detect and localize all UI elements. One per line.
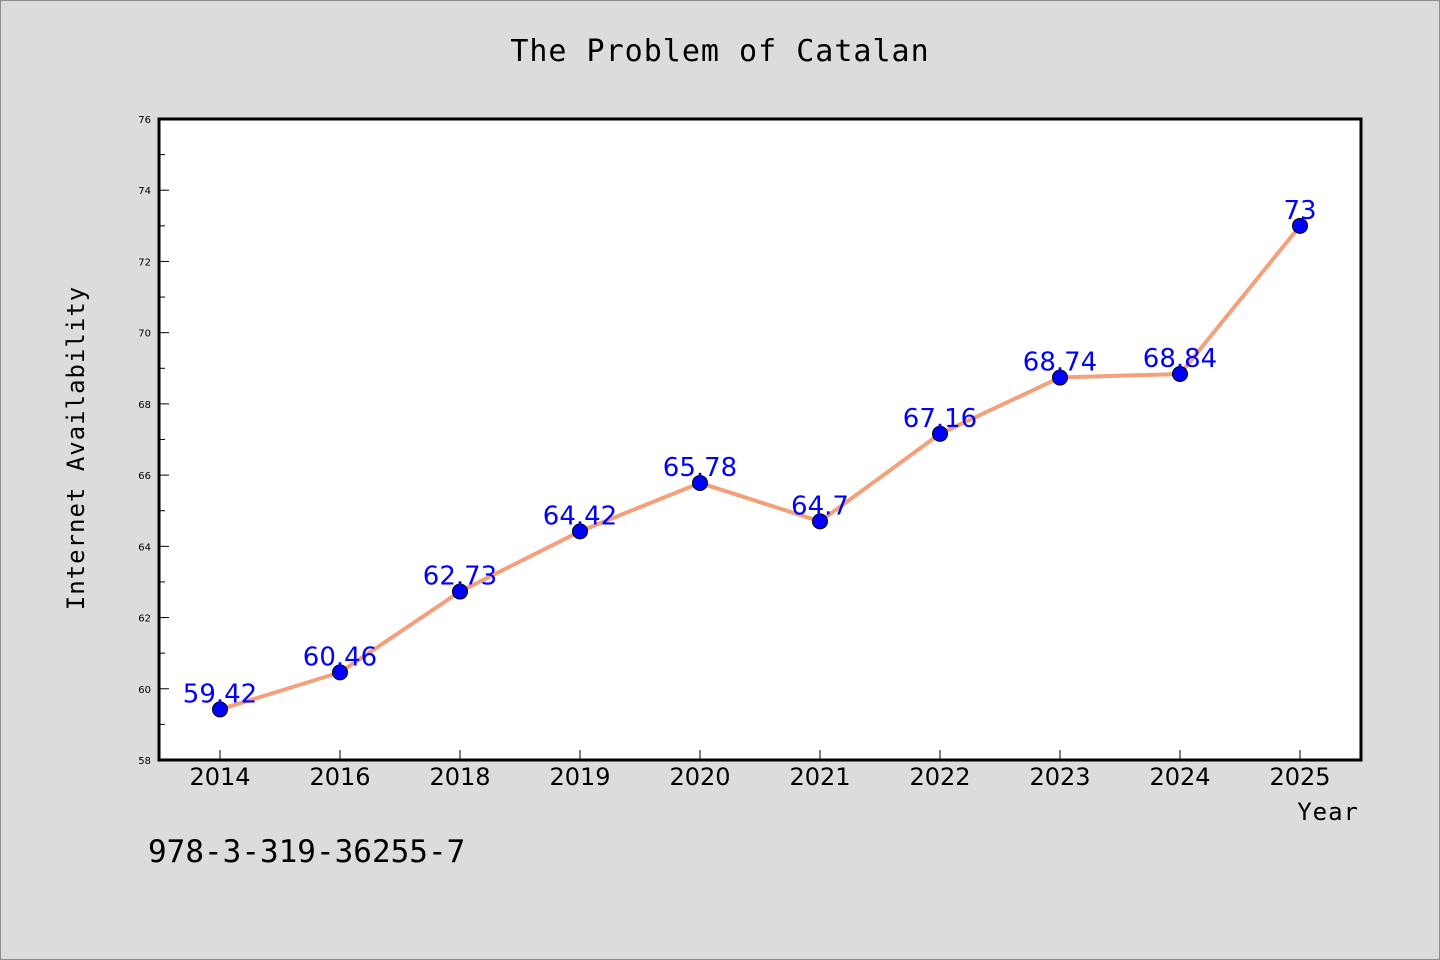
data-point [1292, 217, 1308, 234]
x-tick-label: 2024 [1149, 763, 1210, 791]
x-tick-label: 2022 [909, 763, 970, 791]
x-tick-label: 2023 [1029, 763, 1090, 791]
x-axis-label: Year [1297, 798, 1359, 826]
x-tick-label: 2014 [189, 763, 250, 791]
x-tick-label: 2019 [549, 763, 610, 791]
data-point [572, 523, 588, 540]
y-tick-label: 74 [138, 186, 151, 197]
x-tick-label: 2016 [309, 763, 370, 791]
data-label: 62.73 [423, 562, 497, 592]
x-tick-label: 2021 [789, 763, 850, 791]
data-label: 64.7 [791, 491, 849, 521]
data-labels: 59.42 60.46 62.73 64.42 65.78 64.7 67.16 68.74 6… [183, 196, 1317, 710]
data-point [812, 513, 828, 530]
y-tick-label: 72 [138, 257, 151, 268]
data-point [452, 583, 468, 600]
data-point [1172, 365, 1188, 382]
y-tick-label: 66 [138, 471, 151, 482]
data-label: 68.74 [1023, 348, 1097, 378]
data-point [932, 425, 948, 442]
x-tick-label: 2020 [669, 763, 730, 791]
data-point [692, 474, 708, 491]
y-tick-label: 64 [138, 542, 151, 553]
y-tick-label: 68 [138, 400, 151, 411]
data-label: 68.84 [1143, 344, 1217, 374]
y-tick-label: 60 [138, 685, 151, 696]
data-point [212, 701, 228, 718]
series-line [219, 224, 1302, 712]
y-axis: 58 60 62 64 66 68 70 72 74 76 [138, 115, 169, 767]
data-label: 64.42 [543, 501, 617, 531]
data-label: 60.46 [303, 642, 377, 672]
data-point [332, 664, 348, 681]
chart-title: The Problem of Catalan [510, 34, 930, 69]
data-point [1052, 369, 1068, 386]
y-tick-label: 70 [138, 329, 151, 340]
data-label: 73 [1283, 196, 1316, 226]
plot-area [157, 117, 1363, 762]
x-tick-label: 2025 [1269, 763, 1330, 791]
y-tick-label: 76 [138, 115, 151, 126]
x-tick-label: 2018 [429, 763, 490, 791]
data-label: 67.16 [903, 404, 977, 434]
x-axis: 2014 2016 2018 2019 2020 2021 2022 2023 2024 2025 [189, 750, 1331, 791]
data-label: 65.78 [663, 453, 737, 483]
data-label: 59.42 [183, 679, 257, 709]
y-tick-label: 58 [138, 756, 151, 767]
series-markers [212, 217, 1308, 718]
y-axis-label: Internet Availability [62, 286, 90, 610]
footnote-isbn: 978-3-319-36255-7 [148, 834, 466, 870]
y-tick-label: 62 [138, 614, 151, 625]
